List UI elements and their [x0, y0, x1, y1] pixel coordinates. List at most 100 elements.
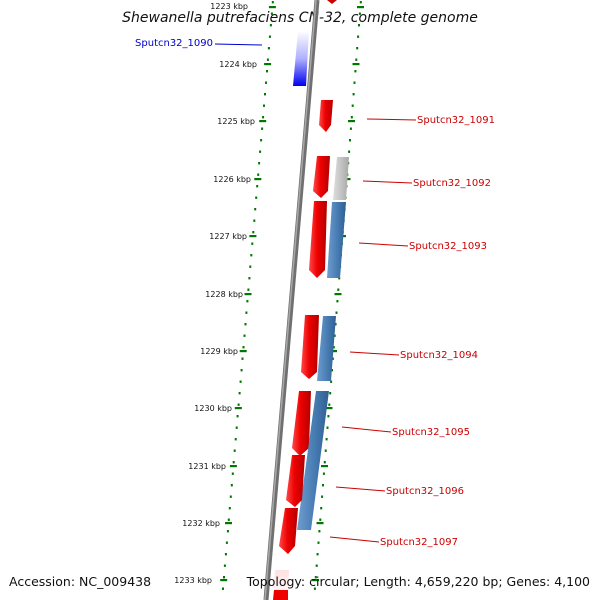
genome-backbone-highlight [264, 0, 317, 600]
gene-label-sputcn32-1092[interactable]: Sputcn32_1092 [413, 178, 491, 189]
ruler-dot [319, 518, 322, 521]
ruler-dot [253, 219, 256, 222]
ruler-dot [324, 449, 327, 452]
ruler-dot [225, 541, 228, 544]
leader-line [341, 426, 392, 433]
ruler-dot [227, 518, 230, 521]
gene-label-sputcn32-1096[interactable]: Sputcn32_1096 [386, 486, 464, 497]
gene-arrow-sputcn32-1092[interactable] [313, 156, 330, 198]
ruler-dot [266, 70, 268, 73]
genome-backbone [263, 0, 320, 600]
ruler-major-tick [225, 522, 232, 525]
ruler-dot [222, 587, 224, 590]
ruler-major-tick [229, 465, 237, 468]
blast-hit-block [317, 316, 336, 381]
ruler-major-tick [268, 6, 276, 9]
topology-text: Topology: circular; Length: 4,659,220 bp… [246, 574, 590, 589]
ruler-major-tick [334, 293, 342, 296]
ruler-dot [334, 323, 337, 326]
ruler-dot [265, 81, 267, 84]
ruler-dot [250, 254, 253, 257]
gene-arrow-sputcn32-1096[interactable] [286, 455, 305, 507]
gene-label-sputcn32-1094[interactable]: Sputcn32_1094 [400, 350, 478, 361]
ruler-dot [331, 357, 334, 360]
partial-gene-arrow[interactable] [327, 0, 337, 4]
kbp-label: 1227 kbp [209, 232, 247, 241]
gene-label-sputcn32-1097[interactable]: Sputcn32_1097 [380, 537, 458, 548]
ruler-dot [236, 415, 239, 418]
kbp-label: 1232 kbp [182, 519, 220, 528]
ruler-dot [228, 507, 231, 510]
ruler-dot [330, 380, 333, 383]
ruler-dot [242, 346, 245, 349]
kbp-label: 1225 kbp [217, 117, 255, 126]
ruler-major-tick [244, 293, 252, 296]
ruler-dot [238, 392, 241, 395]
gene-arrow-sputcn32-1093[interactable] [309, 201, 327, 278]
ruler-dot [266, 58, 269, 61]
gene-arrow-sputcn32-1090[interactable] [293, 31, 309, 86]
gene-arrow-sputcn32-1095[interactable] [292, 391, 311, 456]
ruler-dot [349, 139, 351, 142]
ruler-dot [316, 553, 319, 556]
ruler-dot [239, 380, 242, 383]
ruler-dot [255, 196, 258, 199]
kbp-label: 1228 kbp [205, 290, 243, 299]
blast-hit-block [327, 202, 346, 278]
ruler-major-tick [316, 522, 324, 525]
ruler-dot [247, 288, 250, 291]
ruler-dot [328, 403, 331, 406]
gene-label-sputcn32-1095[interactable]: Sputcn32_1095 [392, 427, 470, 438]
ruler-dot [329, 392, 332, 395]
ruler-dot [318, 530, 321, 533]
ruler-dot [237, 403, 240, 406]
ruler-dot [240, 369, 243, 372]
ruler-dot [254, 208, 257, 211]
ruler-dot [315, 564, 318, 567]
leader-line [349, 351, 400, 356]
ruler-dot [338, 277, 341, 280]
gene-label-sputcn32-1091[interactable]: Sputcn32_1091 [417, 115, 495, 126]
ruler-dot [313, 587, 316, 590]
leader-line [358, 242, 409, 247]
ruler-major-tick [259, 120, 267, 123]
leader-line [366, 118, 417, 121]
ruler-dot [353, 81, 356, 84]
ruler-dot [259, 150, 262, 153]
accession-text: Accession: NC_009438 [9, 574, 152, 589]
leader-line [335, 486, 386, 492]
ruler-dot [256, 185, 259, 188]
ruler-dot [271, 1, 274, 4]
ruler-dot [230, 484, 233, 487]
ruler-major-tick [264, 63, 272, 66]
ruler-dot [335, 311, 338, 314]
ruler-dot [325, 438, 328, 441]
ruler-major-tick [254, 178, 262, 181]
ruler-dot [268, 35, 271, 38]
leader-line [362, 180, 413, 184]
kbp-label: 1233 kbp [174, 576, 212, 585]
ruler-dot [354, 70, 357, 73]
ruler-dot [269, 24, 272, 27]
gene-arrow-sputcn32-1097[interactable] [279, 508, 298, 554]
ruler-dot [226, 530, 229, 533]
ruler-dot [244, 323, 247, 326]
kbp-label: 1231 kbp [188, 462, 226, 471]
kbp-label: 1224 kbp [219, 60, 257, 69]
gene-arrow-sputcn32-1094[interactable] [301, 315, 319, 379]
ruler-dot [317, 541, 320, 544]
ruler-dot [355, 58, 358, 61]
ruler-dot [333, 334, 336, 337]
ruler-dot [257, 173, 260, 176]
ruler-dot [263, 104, 265, 107]
gene-label-sputcn32-1090[interactable]: Sputcn32_1090 [135, 38, 213, 49]
gene-label-sputcn32-1093[interactable]: Sputcn32_1093 [409, 241, 487, 252]
ruler-dot [348, 150, 351, 153]
ruler-dot [235, 426, 238, 429]
ruler-dot [224, 553, 227, 556]
ruler-dot [232, 461, 235, 464]
ruler-major-tick [352, 63, 360, 66]
gene-arrow-sputcn32-1091[interactable] [319, 100, 333, 132]
kbp-label: 1223 kbp [210, 2, 248, 11]
